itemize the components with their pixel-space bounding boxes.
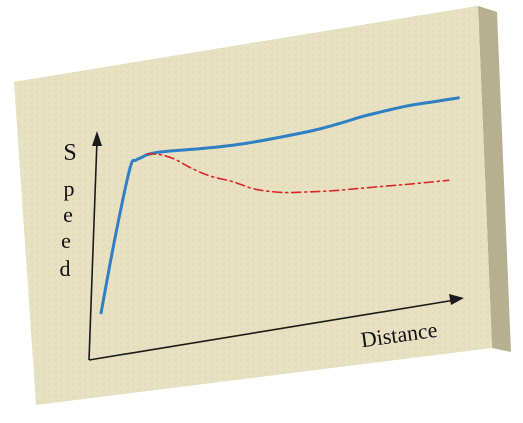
- y-axis-label-letter: e: [63, 202, 73, 227]
- x-axis-line: [88, 299, 456, 361]
- board-side-face: [478, 6, 511, 352]
- series-layer: [99, 96, 460, 315]
- series-line-1-solid: [99, 96, 460, 315]
- series-line-2-dash-dot: [145, 153, 450, 194]
- y-axis-label-letter: d: [60, 256, 71, 281]
- board-front-face: [14, 6, 492, 405]
- y-axis-arrow: [92, 131, 102, 146]
- y-axis-label-letter: S: [63, 140, 76, 166]
- y-axis-line: [88, 139, 98, 361]
- axes: [88, 131, 464, 361]
- y-axis-label-letter: e: [61, 228, 71, 253]
- y-axis-label-letter: p: [64, 176, 75, 201]
- x-axis-arrow: [449, 294, 464, 305]
